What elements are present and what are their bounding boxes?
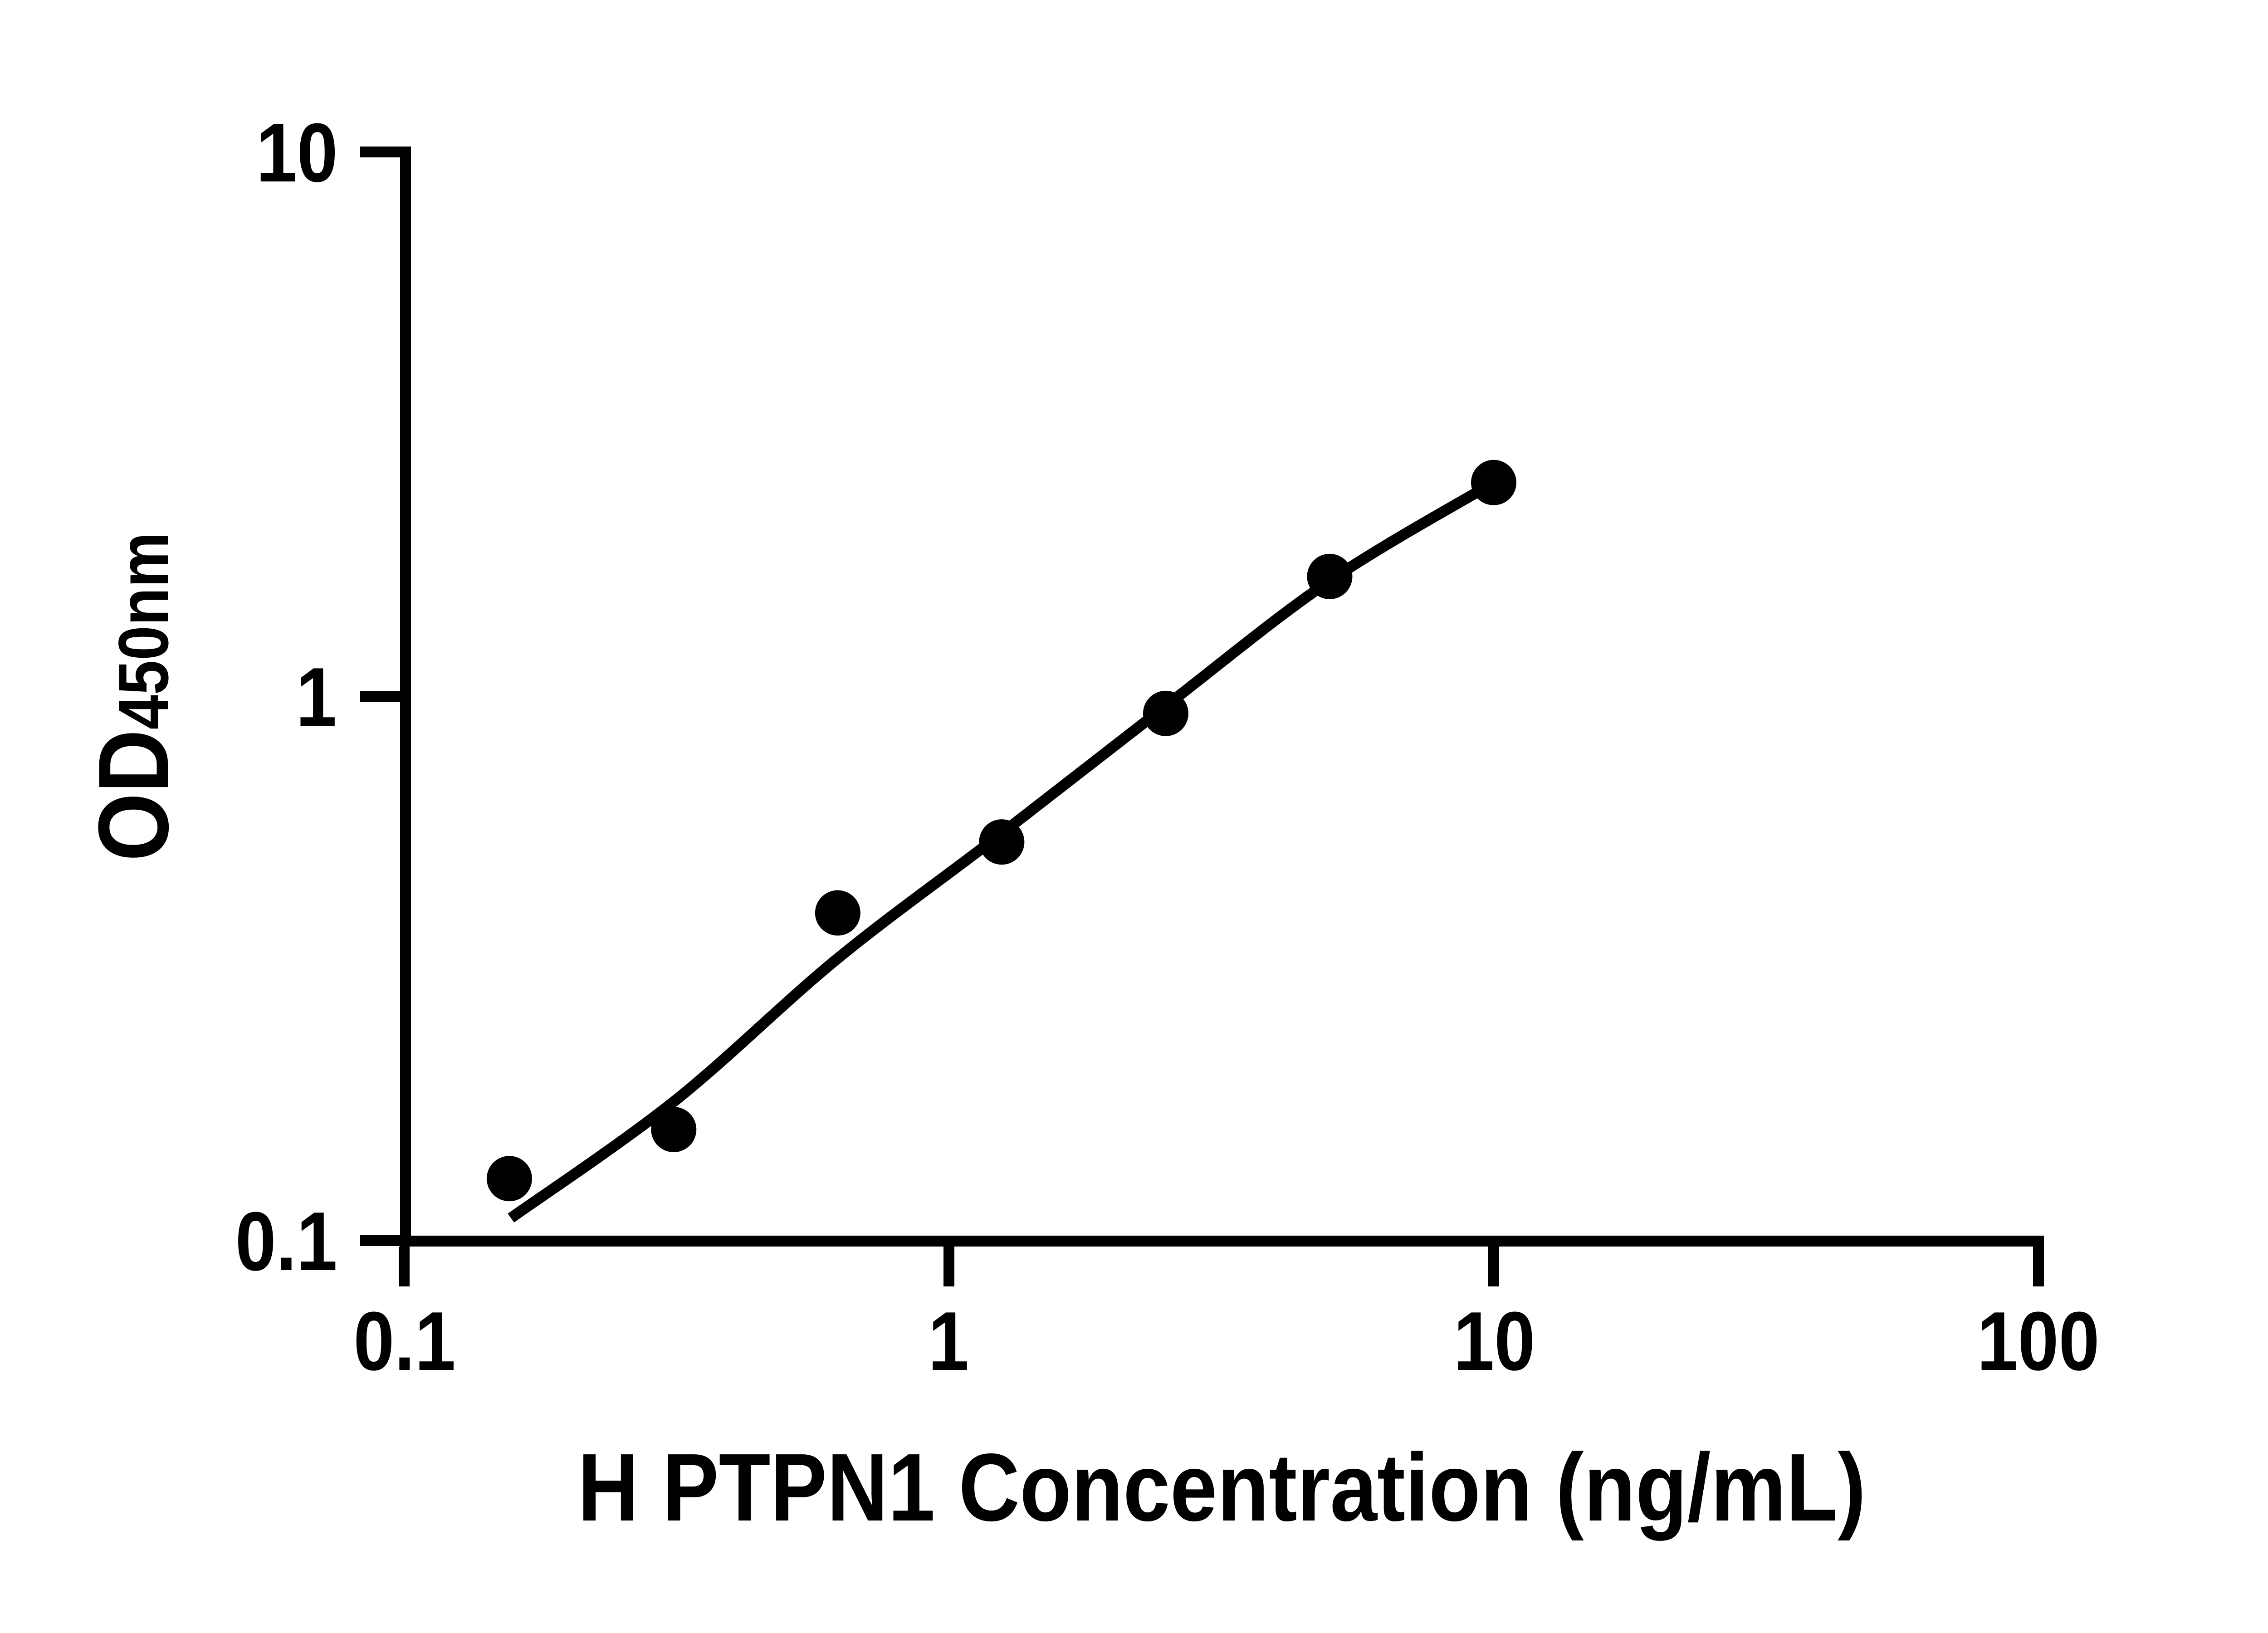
x-tick-label: 10 bbox=[1452, 1294, 1535, 1388]
data-point bbox=[486, 1156, 532, 1202]
x-tick-label: 1 bbox=[928, 1294, 970, 1388]
x-tick-label: 100 bbox=[1977, 1294, 2100, 1388]
data-point bbox=[1143, 690, 1188, 736]
y-tick-label: 0.1 bbox=[235, 1193, 337, 1288]
x-tick-label: 0.1 bbox=[353, 1294, 455, 1388]
y-tick-label: 1 bbox=[296, 649, 337, 743]
x-axis-title: H PTPN1 Concentration (ng/mL) bbox=[405, 1441, 2038, 1537]
y-axis-title: OD450nm bbox=[77, 532, 195, 861]
x-axis-title-text: H PTPN1 Concentration (ng/mL) bbox=[577, 1435, 1865, 1542]
y-axis-title-main: OD bbox=[77, 729, 190, 861]
data-point bbox=[651, 1107, 697, 1153]
y-axis-title-sub: 450nm bbox=[106, 532, 184, 730]
data-point bbox=[1471, 460, 1516, 505]
data-point bbox=[815, 890, 860, 936]
y-tick-label: 10 bbox=[255, 105, 337, 199]
data-point bbox=[979, 819, 1025, 865]
data-point bbox=[1307, 553, 1353, 599]
